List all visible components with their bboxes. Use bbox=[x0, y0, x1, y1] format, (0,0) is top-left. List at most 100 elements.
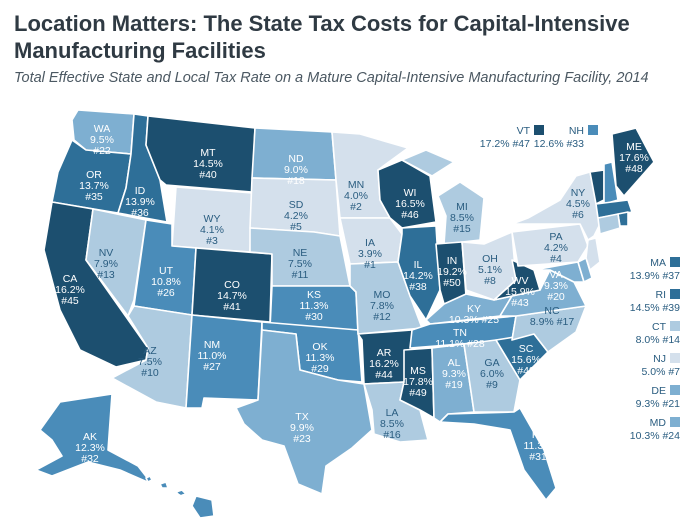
state-abbr-IL: IL bbox=[414, 259, 423, 271]
callout-value-NJ: 5.0% #7 bbox=[641, 366, 680, 378]
state-rate-NC: 8.9% #17 bbox=[530, 316, 575, 328]
state-rate-GA: 6.0% bbox=[480, 368, 504, 380]
state-rank-AZ: #10 bbox=[141, 367, 159, 379]
state-abbr-TN: TN bbox=[453, 327, 467, 339]
state-rate-OH: 5.1% bbox=[478, 264, 502, 276]
state-rank-IN: #50 bbox=[443, 277, 461, 289]
state-abbr-LA: LA bbox=[386, 407, 399, 419]
state-NJ bbox=[585, 237, 601, 271]
label-MN: MN4.0%#2 bbox=[344, 179, 368, 213]
callout-value-NH: 12.6% #33 bbox=[534, 138, 584, 150]
state-VA bbox=[499, 269, 587, 317]
callout-RI: RI 14.5% #39 bbox=[630, 289, 680, 314]
state-abbr-SD: SD bbox=[289, 199, 304, 211]
state-rank-SD: #5 bbox=[290, 221, 302, 233]
state-abbr-MS: MS bbox=[410, 365, 426, 377]
state-rank-HI: #34 bbox=[167, 503, 185, 515]
state-abbr-TX: TX bbox=[295, 411, 308, 423]
state-TX bbox=[235, 329, 373, 495]
callout-swatch-MA bbox=[670, 257, 680, 267]
label-WA: WA9.5%#22 bbox=[90, 123, 114, 157]
state-rank-VA: #20 bbox=[547, 291, 565, 303]
state-rank-ID: #36 bbox=[131, 207, 149, 219]
label-TX: TX9.9%#23 bbox=[290, 411, 314, 445]
state-rate-ME: 17.6% bbox=[619, 152, 649, 164]
state-abbr-MN: MN bbox=[348, 179, 364, 191]
callout-abbr-VT: VT bbox=[517, 125, 531, 137]
callout-NJ: NJ 5.0% #7 bbox=[641, 353, 680, 378]
label-AZ: AZ7.5%#10 bbox=[138, 345, 162, 379]
state-PA bbox=[511, 223, 589, 267]
state-rank-WY: #3 bbox=[206, 235, 218, 247]
callout-swatch-VT bbox=[534, 125, 544, 135]
state-rate-CO: 14.7% bbox=[217, 290, 247, 302]
map-title: Location Matters: The State Tax Costs fo… bbox=[14, 11, 630, 63]
label-MO: MO7.8%#12 bbox=[370, 289, 394, 323]
callout-abbr-DE: DE bbox=[651, 385, 666, 397]
label-SD: SD4.2%#5 bbox=[284, 199, 308, 233]
state-rank-LA: #16 bbox=[383, 429, 401, 441]
state-rank-WA: #22 bbox=[93, 145, 111, 157]
state-rate-OK: 11.3% bbox=[306, 352, 335, 364]
state-rank-TX: #23 bbox=[293, 433, 311, 445]
state-abbr-GA: GA bbox=[484, 357, 499, 369]
callout-MA: MA 13.9% #37 bbox=[630, 257, 680, 282]
state-rate-LA: 8.5% bbox=[380, 418, 404, 430]
state-AK bbox=[35, 393, 153, 485]
state-rank-AR: #44 bbox=[375, 369, 393, 381]
state-abbr-OK: OK bbox=[312, 341, 327, 353]
callout-swatch-MD bbox=[670, 417, 680, 427]
state-rate-MT: 14.5% bbox=[193, 158, 223, 170]
state-rate-OR: 13.7% bbox=[79, 180, 109, 192]
state-rank-UT: #26 bbox=[157, 287, 175, 299]
state-rate-KY: 10.3% #25 bbox=[449, 314, 499, 326]
callout-swatch-NH bbox=[588, 125, 598, 135]
label-NC: NC8.9% #17 bbox=[530, 305, 575, 328]
state-rank-CA: #45 bbox=[61, 295, 79, 307]
state-rate-CA: 16.2% bbox=[55, 284, 85, 296]
state-rank-MN: #2 bbox=[350, 201, 362, 213]
state-IL bbox=[397, 225, 441, 321]
state-rate-PA: 4.2% bbox=[544, 242, 568, 254]
label-AL: AL9.3%#19 bbox=[442, 357, 466, 391]
state-rank-IA: #1 bbox=[364, 259, 376, 271]
state-rank-NM: #27 bbox=[203, 361, 221, 373]
state-rate-IL: 14.2% bbox=[403, 270, 433, 282]
state-rate-MO: 7.8% bbox=[370, 300, 394, 312]
label-OH: OH5.1%#8 bbox=[478, 253, 502, 287]
callout-abbr-CT: CT bbox=[652, 321, 667, 333]
state-rank-NY: #6 bbox=[572, 209, 584, 221]
state-rank-ND: #18 bbox=[287, 175, 305, 187]
state-ME bbox=[611, 127, 655, 197]
state-rate-NY: 4.5% bbox=[566, 198, 590, 210]
state-rate-SD: 4.2% bbox=[284, 210, 308, 222]
state-abbr-FL: FL bbox=[532, 429, 544, 441]
callout-swatch-DE bbox=[670, 385, 680, 395]
state-abbr-AZ: AZ bbox=[143, 345, 157, 357]
state-rate-MS: 17.8% bbox=[403, 376, 433, 388]
state-abbr-CA: CA bbox=[63, 273, 78, 285]
label-GA: GA6.0%#9 bbox=[480, 357, 504, 391]
state-rate-ID: 13.9% bbox=[125, 196, 155, 208]
state-abbr-OH: OH bbox=[482, 253, 498, 265]
state-abbr-NE: NE bbox=[293, 247, 308, 259]
state-FL bbox=[439, 407, 557, 501]
state-CT bbox=[597, 213, 621, 235]
state-rate-WV: 15.9% bbox=[505, 286, 535, 298]
state-rank-PA: #4 bbox=[550, 253, 562, 265]
label-MI: MI8.5%#15 bbox=[450, 201, 474, 235]
callout-value-MD: 10.3% #24 bbox=[630, 430, 680, 442]
state-NV bbox=[85, 208, 147, 317]
callout-swatch-CT bbox=[670, 321, 680, 331]
